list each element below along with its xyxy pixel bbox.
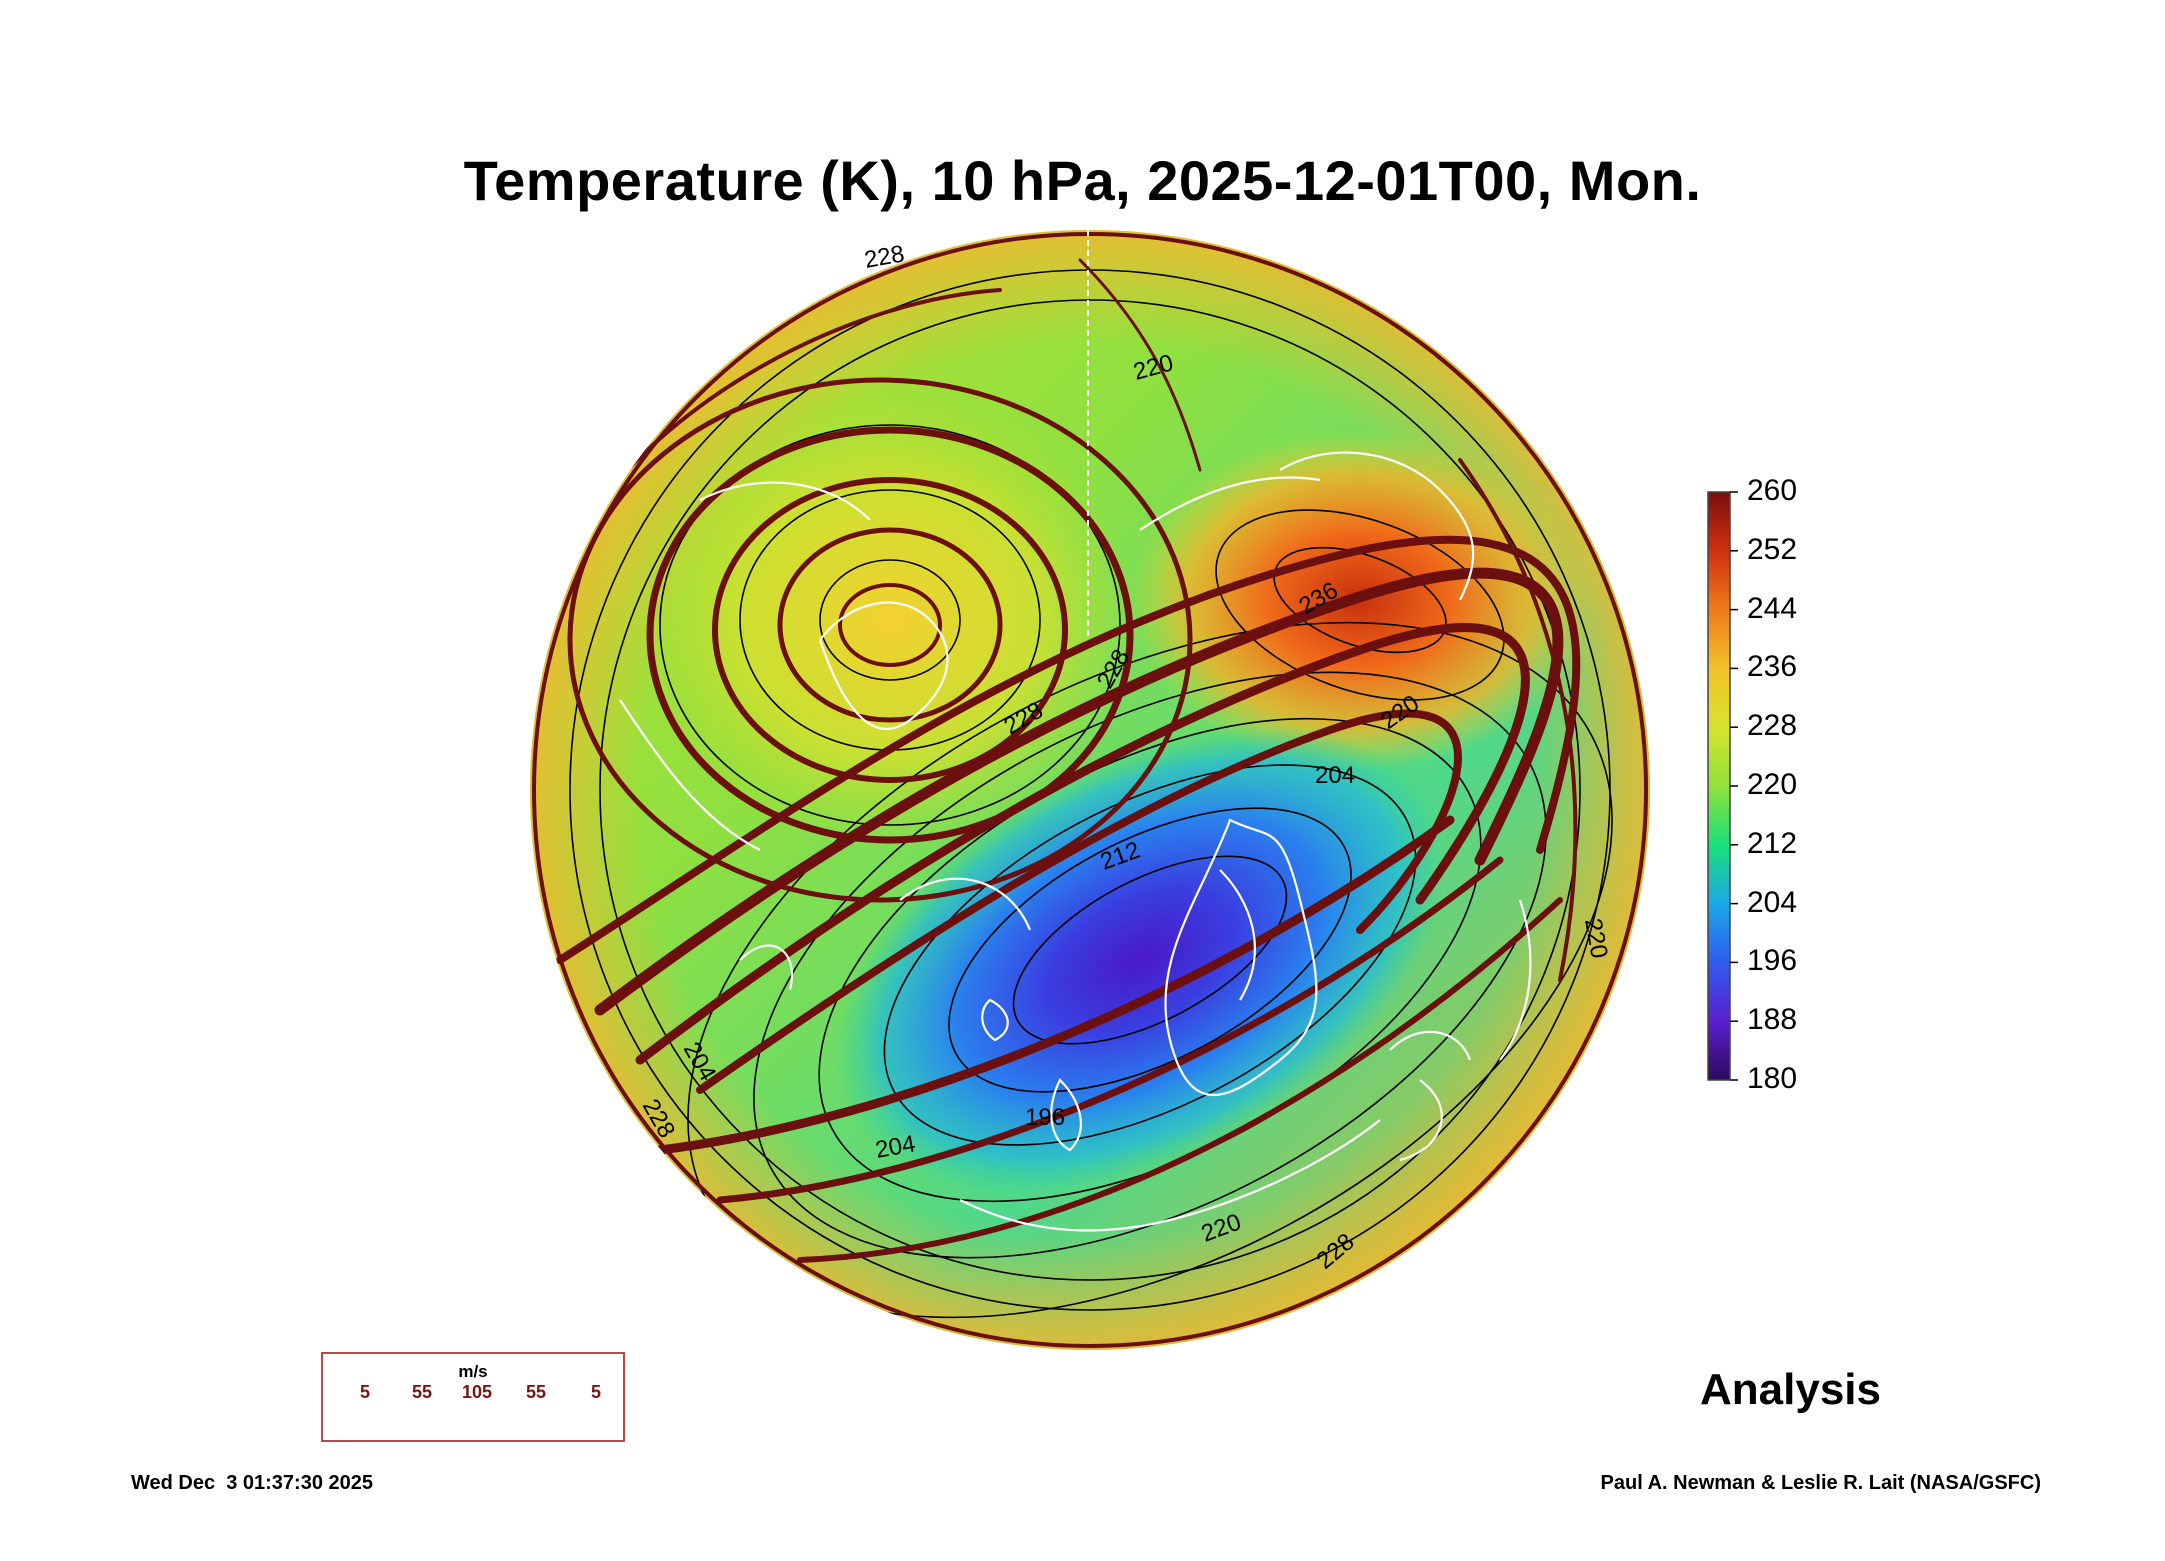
wind-legend-value: 5 — [359, 1382, 370, 1402]
wind-legend-value: 55 — [525, 1382, 547, 1402]
colorbar-tick-label: 260 — [1747, 474, 1798, 507]
colorbar-tick-label: 196 — [1747, 944, 1798, 978]
chart-title: Temperature (K), 10 hPa, 2025-12-01T00, … — [463, 149, 1702, 212]
wind-legend-value: 5 — [590, 1382, 601, 1402]
colorbar-tick-label: 244 — [1747, 591, 1798, 625]
generation-timestamp: Wed Dec 3 01:37:30 2025 — [131, 1472, 374, 1494]
colorbar-tick-label: 212 — [1747, 826, 1798, 860]
colorbar-gradient — [1707, 491, 1731, 1081]
colorbar-tick-label: 180 — [1747, 1062, 1798, 1095]
temperature-field — [530, 230, 1650, 1350]
wind-legend-unit: m/s — [458, 1362, 488, 1381]
colorbar-tick-label: 188 — [1747, 1003, 1798, 1037]
colorbar — [1707, 491, 1738, 1081]
coastlines — [619, 451, 1532, 1232]
colorbar-tick-label: 220 — [1747, 768, 1798, 801]
wind-legend-value: 55 — [411, 1382, 433, 1402]
contour-label: 196 — [1025, 1104, 1065, 1131]
credit-line: Paul A. Newman & Leslie R. Lait (NASA/GS… — [1600, 1472, 2041, 1494]
colorbar-tick-label: 252 — [1747, 532, 1798, 566]
product-label: Analysis — [1700, 1365, 1881, 1414]
contour-label: 204 — [1315, 762, 1355, 789]
wind-speed-legend: m/s 5 55 105 55 5 — [321, 1352, 625, 1442]
colorbar-tick-label: 228 — [1747, 709, 1798, 743]
wind-legend-value: 105 — [461, 1382, 493, 1402]
colorbar-tick-label: 204 — [1747, 885, 1798, 919]
colorbar-tick-label: 236 — [1747, 650, 1798, 684]
